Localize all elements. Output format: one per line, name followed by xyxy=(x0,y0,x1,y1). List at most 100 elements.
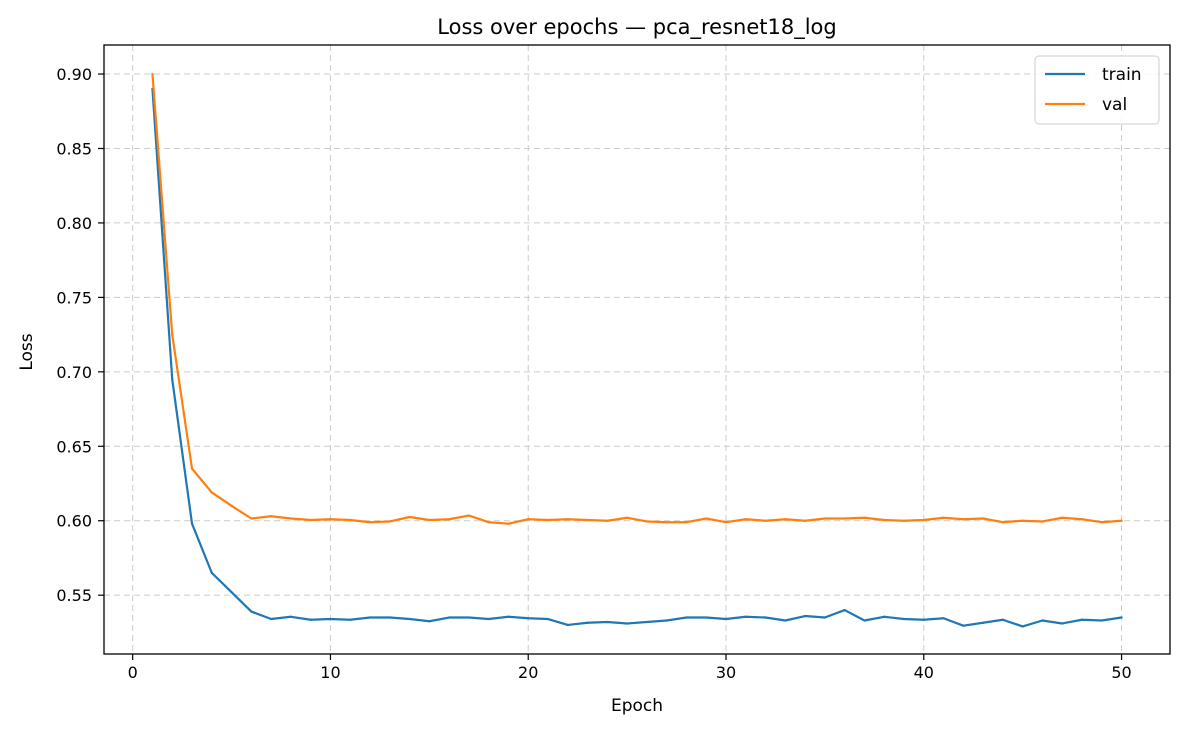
data-point-val xyxy=(388,520,391,523)
data-point-val xyxy=(1001,521,1004,524)
data-point-val xyxy=(1120,519,1123,522)
data-point-train xyxy=(685,616,688,619)
axis-ticks: 0 10 20 30 40 50 0.55 0.60 0.65 0.70 0.75 0.80 0.85 0… xyxy=(56,65,1131,682)
data-point-train xyxy=(626,622,629,625)
data-point-train xyxy=(1100,619,1103,622)
data-point-val xyxy=(645,520,648,523)
series-line-val xyxy=(151,72,1123,525)
data-point-train xyxy=(645,620,648,624)
data-point-val xyxy=(1080,518,1084,521)
data-point-train xyxy=(1001,618,1004,621)
grid-lines xyxy=(104,45,1170,654)
data-point-val xyxy=(210,491,213,494)
data-point-train xyxy=(784,619,787,622)
data-point-train xyxy=(270,617,273,621)
legend-label-train: train xyxy=(1102,65,1142,85)
x-axis-label: Epoch xyxy=(611,696,663,716)
legend-label-val: val xyxy=(1102,95,1127,115)
data-point-val xyxy=(665,521,668,524)
data-point-val xyxy=(922,518,925,522)
y-axis-label: Loss xyxy=(17,333,37,370)
data-point-train xyxy=(566,623,569,627)
data-point-val xyxy=(1021,519,1024,522)
data-point-val xyxy=(606,519,609,522)
data-point-train xyxy=(507,615,510,618)
data-point-val xyxy=(942,516,945,519)
series-line-train xyxy=(151,87,1123,628)
data-point-train xyxy=(408,617,411,621)
data-point-train xyxy=(823,616,826,619)
data-point-val xyxy=(843,517,846,520)
data-point-val xyxy=(566,518,569,521)
y-tick-label: 0.70 xyxy=(56,363,92,382)
data-point-val xyxy=(270,515,273,518)
legend: train val xyxy=(1034,55,1160,125)
data-point-train xyxy=(171,378,174,381)
data-point-val xyxy=(705,517,708,520)
data-point-train xyxy=(724,617,728,621)
data-point-val xyxy=(863,516,866,519)
data-point-val xyxy=(823,517,826,520)
data-point-train xyxy=(922,618,925,621)
data-point-train xyxy=(527,617,530,620)
data-point-val xyxy=(487,521,490,524)
x-tick-label: 50 xyxy=(1111,663,1131,682)
data-point-train xyxy=(250,610,253,613)
plot-frame xyxy=(103,44,1171,655)
chart-title: Loss over epochs — pca_resnet18_log xyxy=(437,15,836,40)
data-point-train xyxy=(329,617,332,621)
data-point-train xyxy=(210,571,213,574)
y-tick-label: 0.60 xyxy=(56,512,92,531)
data-point-val xyxy=(527,518,530,521)
data-point-train xyxy=(962,624,965,627)
data-point-val xyxy=(902,519,906,522)
y-tick-label: 0.80 xyxy=(56,214,92,233)
x-tick-label: 30 xyxy=(716,663,736,682)
data-point-val xyxy=(289,517,292,520)
data-point-train xyxy=(388,616,391,619)
x-tick-label: 20 xyxy=(518,663,538,682)
data-point-train xyxy=(230,591,233,594)
data-point-val xyxy=(230,504,233,507)
data-point-train xyxy=(665,619,668,622)
data-point-val xyxy=(368,521,372,524)
data-point-val xyxy=(448,518,451,521)
data-point-train xyxy=(744,615,747,618)
y-tick-label: 0.65 xyxy=(56,437,92,456)
data-point-train xyxy=(1061,622,1064,625)
data-point-train xyxy=(883,615,886,618)
data-point-val xyxy=(151,72,154,76)
data-point-val xyxy=(1041,520,1044,523)
data-point-train xyxy=(586,621,589,624)
data-point-train xyxy=(863,619,866,622)
data-point-val xyxy=(744,518,747,521)
data-point-val xyxy=(724,521,728,524)
data-point-train xyxy=(1120,616,1123,619)
data-point-train xyxy=(902,617,906,621)
data-point-val xyxy=(1100,521,1103,524)
data-point-val xyxy=(250,517,253,520)
data-point-val xyxy=(1061,516,1064,519)
data-point-train xyxy=(1021,625,1024,628)
data-point-val xyxy=(586,518,589,522)
data-point-train xyxy=(190,522,194,525)
data-point-train xyxy=(764,616,767,619)
data-point-val xyxy=(309,518,312,522)
data-point-train xyxy=(487,617,490,621)
data-point-train xyxy=(368,616,372,619)
data-point-val xyxy=(685,521,688,524)
data-point-val xyxy=(190,467,194,470)
data-point-train xyxy=(705,616,708,619)
data-point-train xyxy=(546,617,550,621)
y-tick-label: 0.55 xyxy=(56,586,92,605)
data-point-val xyxy=(804,519,807,522)
data-point-train xyxy=(448,616,451,619)
data-point-val xyxy=(428,518,431,522)
data-point-val xyxy=(546,518,550,522)
x-tick-label: 40 xyxy=(914,663,934,682)
data-point-val xyxy=(626,516,629,519)
data-point-train xyxy=(289,615,292,618)
data-point-train xyxy=(804,614,807,618)
